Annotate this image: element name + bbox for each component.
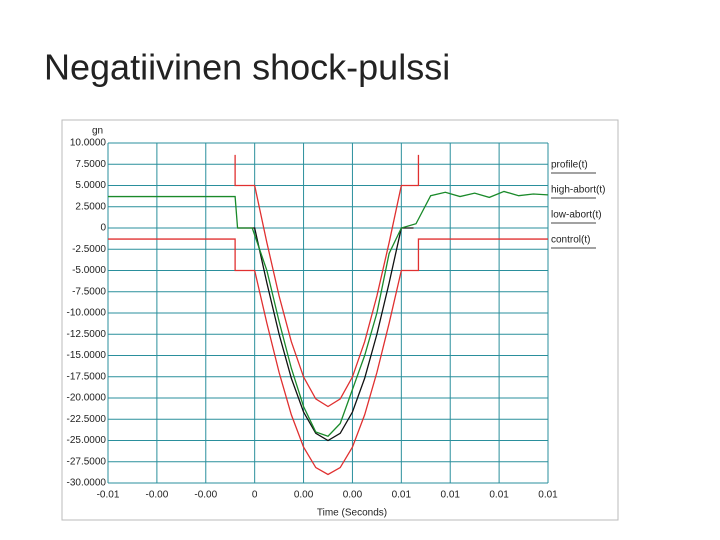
x-tick-label: 0.01 (392, 490, 412, 501)
x-tick-label: 0.01 (538, 490, 558, 501)
series-line (108, 190, 549, 438)
y-tick-label: 7.5000 (75, 159, 106, 170)
x-tick-label: 0.00 (294, 490, 314, 501)
x-tick-label: -0.00 (145, 490, 168, 501)
y-tick-label: 10.0000 (70, 138, 107, 149)
x-tick-label: -0.01 (97, 490, 120, 501)
y-tick-label: 2.5000 (75, 201, 106, 212)
y-tick-label: -7.5000 (72, 286, 106, 297)
x-axis-label: Time (Seconds) (317, 508, 387, 519)
y-tick-label: -12.5000 (67, 329, 107, 340)
series-line (108, 238, 548, 476)
y-tick-label: -22.5000 (67, 414, 107, 425)
series-line (237, 227, 414, 442)
y-tick-label: -30.0000 (67, 478, 107, 489)
x-tick-label: 0.01 (440, 490, 460, 501)
series-line (234, 154, 420, 408)
y-tick-label: -20.0000 (67, 393, 107, 404)
x-tick-label: -0.00 (194, 490, 217, 501)
y-tick-label: -5.0000 (72, 265, 106, 276)
y-tick-label: 0 (100, 223, 106, 234)
legend-label: high-abort(t) (551, 185, 605, 196)
legend-label: profile(t) (551, 160, 588, 171)
y-tick-label: -25.0000 (67, 435, 107, 446)
slide-title: Negatiivinen shock-pulssi (44, 47, 450, 88)
legend-label: low-abort(t) (551, 210, 602, 221)
y-axis-label: gn (92, 126, 103, 137)
x-tick-label: 0 (252, 490, 258, 501)
y-tick-label: -17.5000 (67, 371, 107, 382)
x-tick-label: 0.00 (343, 490, 363, 501)
y-tick-label: 5.0000 (75, 180, 106, 191)
y-tick-label: -10.0000 (67, 308, 107, 319)
y-tick-label: -15.0000 (67, 350, 107, 361)
y-tick-label: -27.5000 (67, 456, 107, 467)
x-tick-label: 0.01 (489, 490, 509, 501)
chart-frame (61, 119, 619, 521)
legend-label: control(t) (551, 235, 590, 246)
y-tick-label: -2.5000 (72, 244, 106, 255)
